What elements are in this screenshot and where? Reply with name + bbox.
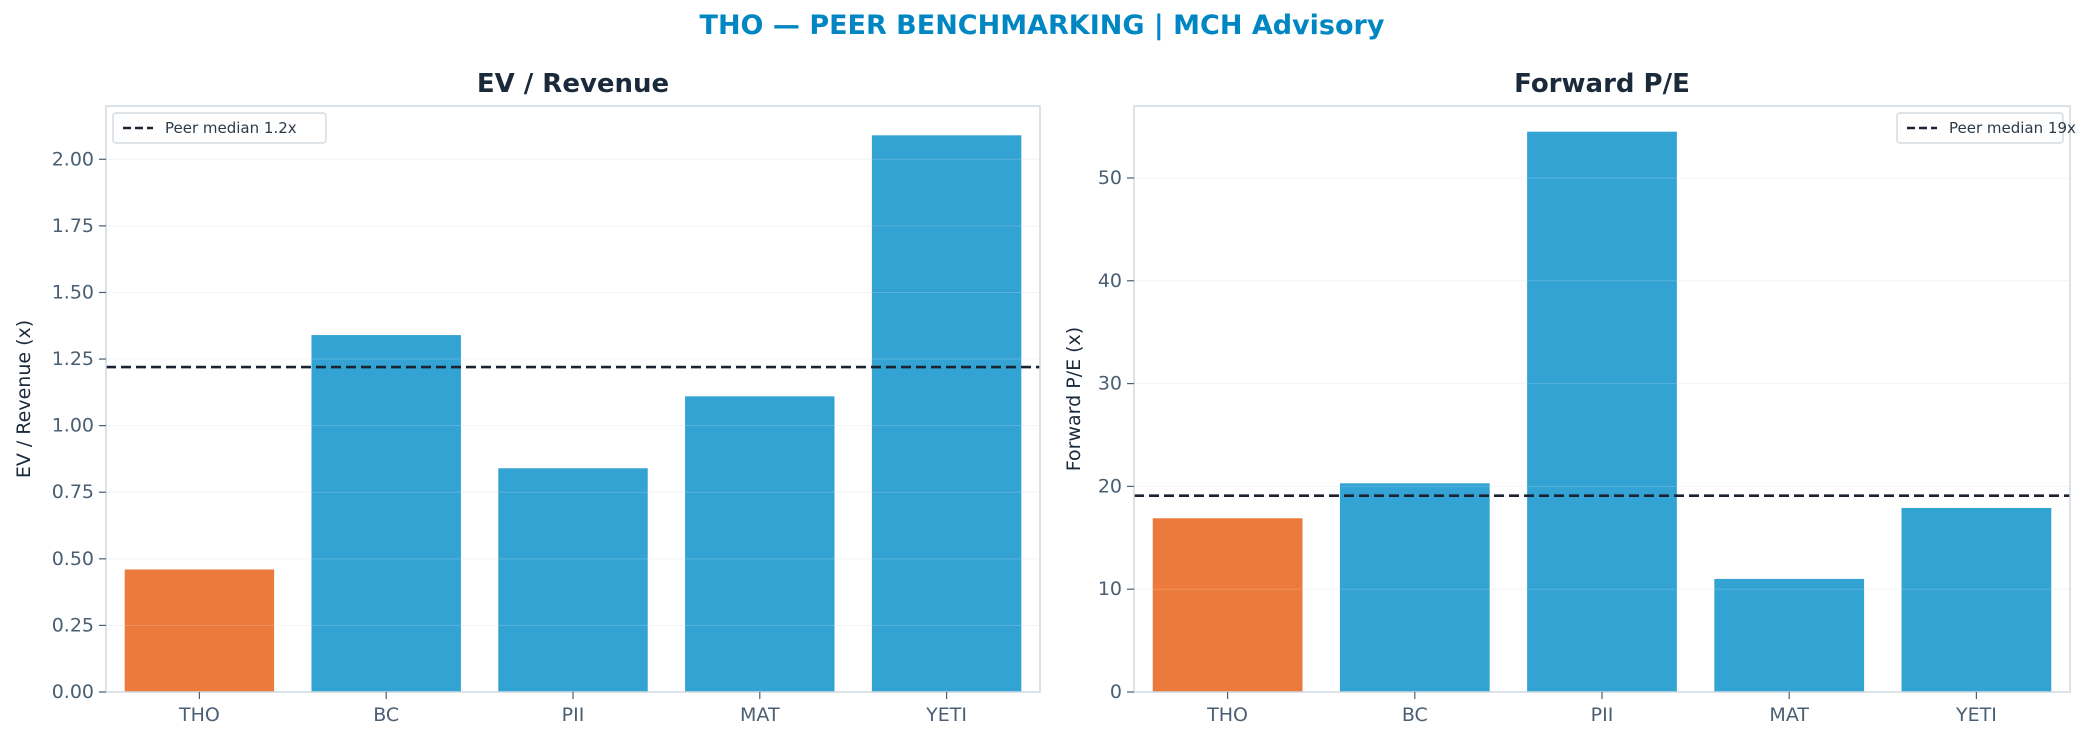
y-tick-label: 2.00	[52, 148, 94, 170]
x-tick-label-pii: PII	[1591, 704, 1614, 726]
y-tick-label: 0.00	[52, 681, 94, 703]
legend-label: Peer median 1.2x	[165, 119, 297, 137]
bar-mat	[1714, 578, 1865, 692]
legend-box	[112, 112, 327, 144]
x-tick-label-mat: MAT	[1769, 704, 1809, 726]
legend: Peer median 1.2x	[112, 112, 327, 144]
ev-revenue-chart: 0.00 0.25 0.50 0.75 1.00 1.25 1.50 1.75 2.00 THO B…	[13, 69, 1041, 726]
bar-yeti	[1901, 507, 2052, 692]
forward-pe-chart: 0 10 20 30 40 50 THO BC PII MAT YETI Forward P/E For…	[1063, 69, 2076, 726]
y-tick-label: 1.50	[52, 281, 94, 303]
y-tick-label: 1.25	[52, 348, 94, 370]
x-tick-label-tho: THO	[1206, 704, 1248, 726]
x-tick-label-yeti: YETI	[925, 704, 967, 726]
legend-box	[1896, 112, 2064, 144]
x-tick-label-mat: MAT	[740, 704, 780, 726]
bar-tho	[1152, 518, 1303, 692]
x-tick-label-bc: BC	[373, 704, 399, 726]
y-tick-label: 0.50	[52, 548, 94, 570]
bar-bc	[311, 335, 461, 692]
x-tick-label-bc: BC	[1402, 704, 1428, 726]
x-tick-label-tho: THO	[178, 704, 220, 726]
x-tick-label-pii: PII	[562, 704, 585, 726]
y-tick-label: 0.75	[52, 481, 94, 503]
bar-yeti	[871, 135, 1022, 693]
bar-bc	[1339, 483, 1490, 692]
legend-label: Peer median 19x	[1949, 119, 2076, 137]
bar-tho	[124, 569, 275, 692]
y-tick-label: 1.00	[52, 415, 94, 437]
bar-pii	[498, 468, 648, 692]
figure-title: THO — PEER BENCHMARKING | MCH Advisory	[699, 10, 1385, 41]
y-axis-label: EV / Revenue (x)	[13, 320, 35, 478]
y-tick-label: 1.75	[52, 215, 94, 237]
y-tick-label: 10	[1098, 578, 1122, 600]
y-tick-label: 40	[1098, 270, 1122, 292]
y-tick-label: 20	[1098, 475, 1122, 497]
y-tick-label: 30	[1098, 373, 1122, 395]
y-axis-label: Forward P/E (x)	[1063, 327, 1085, 471]
y-tick-label: 50	[1098, 167, 1122, 189]
bar-mat	[685, 396, 835, 692]
y-tick-label: 0	[1110, 681, 1122, 703]
legend: Peer median 19x	[1896, 112, 2076, 144]
panel-title: Forward P/E	[1514, 69, 1690, 99]
y-tick-label: 0.25	[52, 614, 94, 636]
bar-pii	[1527, 131, 1677, 692]
panel-title: EV / Revenue	[477, 69, 669, 99]
x-tick-label-yeti: YETI	[1955, 704, 1997, 726]
